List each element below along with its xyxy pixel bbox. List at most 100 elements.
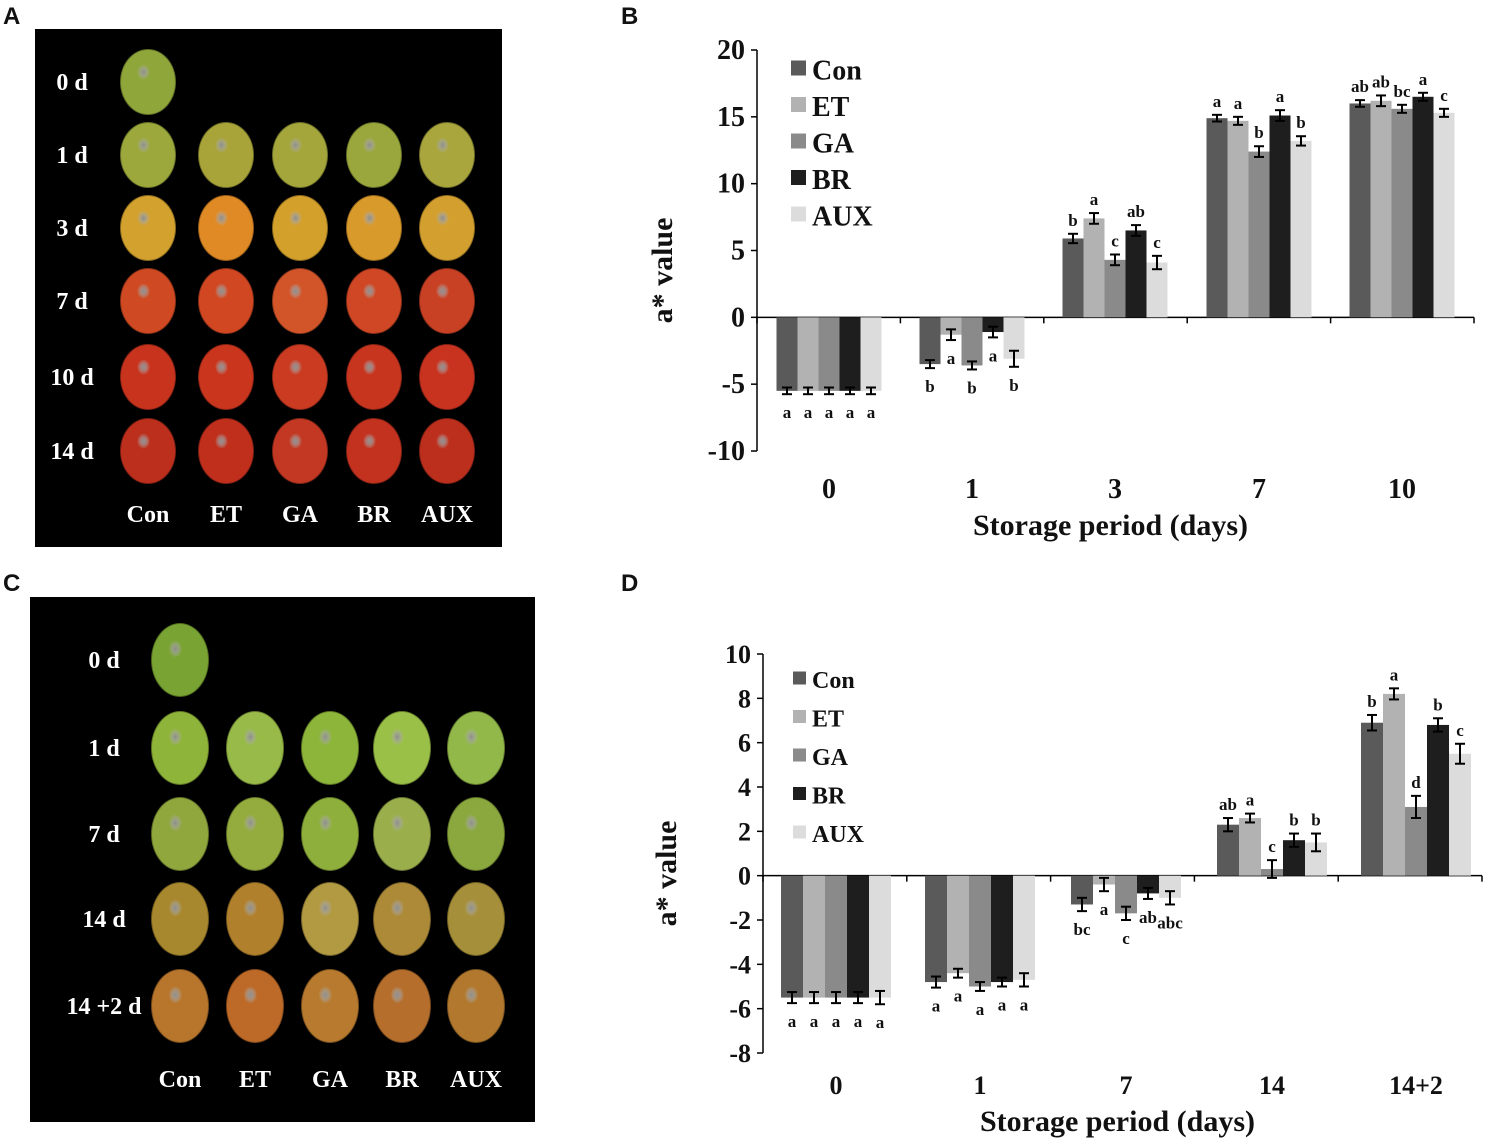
chart-d-bar-ga: [969, 875, 991, 987]
photo-a-row-label: 7 d: [56, 289, 88, 315]
photo-a-row-label: 10 d: [50, 365, 94, 391]
chart-b-significance-label: b: [1254, 123, 1263, 142]
photo-c-row-label: 14 +2 d: [66, 994, 142, 1020]
chart-b-bar-ga: [961, 317, 983, 366]
chart-b-legend-label: Con: [812, 55, 862, 86]
chart-d-bar-aux: [1305, 842, 1327, 876]
chart-d-bar-aux: [1013, 875, 1035, 980]
chart-b-significance-label: c: [1153, 233, 1161, 252]
panel-letter-c: C: [3, 570, 21, 597]
chart-d-legend-label: ET: [812, 707, 844, 733]
photo-a-fruit: [419, 195, 475, 261]
photo-a-fruit-outline: [197, 417, 255, 485]
chart-b-bar-aux: [1146, 262, 1168, 318]
chart-d-significance-label: a: [954, 987, 963, 1006]
chart-d-y-tick-label: 6: [738, 729, 751, 758]
chart-d-bar-ga: [1115, 875, 1137, 914]
chart-d-bar-et: [1383, 693, 1405, 876]
chart-b-bar-aux: [1003, 317, 1025, 359]
photo-a-fruit: [198, 344, 254, 410]
chart-b-y-tick-label: -5: [722, 369, 745, 400]
photo-a-fruit-outline: [271, 343, 329, 411]
photo-a-fruit: [419, 268, 475, 334]
chart-d-bar-con: [781, 875, 803, 998]
chart-d-significance-label: a: [976, 1000, 985, 1019]
chart-d-x-tick-label: 14+2: [1389, 1071, 1443, 1100]
photo-c-fruit-outline: [372, 796, 432, 872]
chart-d-significance-label: ab: [1219, 795, 1237, 814]
chart-b-bar-aux: [1290, 140, 1312, 318]
photo-a-fruit-outline: [418, 343, 476, 411]
photo-a-fruit-outline: [119, 121, 177, 189]
chart-d-y-tick-label: 2: [738, 817, 751, 846]
photo-c-fruit: [151, 882, 209, 956]
chart-d-bar-et: [1239, 818, 1261, 876]
chart-b-y-tick-label: -10: [708, 436, 745, 467]
photo-c-fruit: [373, 711, 431, 785]
chart-d-y-axis-label: a* value: [650, 821, 683, 927]
chart-b-legend-swatch: [791, 97, 806, 112]
chart-b-bar-ga: [818, 317, 840, 391]
chart-b-bar-br: [1269, 115, 1291, 318]
chart-b-significance-label: b: [1068, 211, 1077, 230]
chart-b-y-tick-label: 5: [731, 236, 745, 267]
photo-a-fruit-outline: [345, 417, 403, 485]
photo-c-fruit: [151, 969, 209, 1043]
photo-c-fruit: [226, 711, 284, 785]
chart-b-y-axis-label: a* value: [646, 218, 679, 324]
chart-b-bar-br: [839, 317, 861, 391]
photo-a-row-label: 14 d: [50, 439, 94, 465]
chart-b-bar-con: [1062, 238, 1084, 318]
photo-c-fruit-outline: [300, 710, 360, 786]
chart-b-significance-label: a: [846, 403, 855, 422]
chart-b-x-tick-label: 0: [822, 474, 836, 505]
photo-c-fruit-outline: [372, 968, 432, 1044]
chart-d-significance-label: d: [1411, 773, 1421, 792]
photo-c-col-label: ET: [239, 1067, 271, 1093]
chart-b-significance-label: ab: [1127, 202, 1145, 221]
chart-b-significance-label: b: [967, 378, 976, 397]
photo-c-fruit: [373, 969, 431, 1043]
chart-d-x-tick-label: 7: [1120, 1071, 1133, 1100]
photo-a-fruit-outline: [271, 417, 329, 485]
photo-c-fruit-outline: [300, 968, 360, 1044]
photo-c-col-label: GA: [312, 1067, 349, 1093]
chart-d-significance-label: c: [1456, 721, 1464, 740]
chart-b-significance-label: a: [867, 403, 876, 422]
chart-b-significance-label: a: [804, 403, 813, 422]
chart-b-legend-swatch: [791, 170, 806, 185]
chart-b-significance-label: a: [1213, 92, 1222, 111]
chart-b-significance-label: a: [1234, 94, 1243, 113]
photo-a-fruit: [346, 418, 402, 484]
photo-a-col-label: Con: [127, 502, 170, 528]
photo-a-fruit-outline: [271, 267, 329, 335]
chart-b-bar-con: [776, 317, 798, 391]
chart-b-x-tick-label: 10: [1388, 474, 1416, 505]
photo-c-fruit-outline: [150, 622, 210, 698]
chart-b-bar-ga: [1248, 151, 1270, 318]
chart-d-bar-con: [925, 875, 947, 983]
photo-a-fruit: [198, 268, 254, 334]
chart-b-x-tick-label: 7: [1252, 474, 1266, 505]
photo-a-fruit-outline: [119, 417, 177, 485]
photo-c-fruit: [301, 711, 359, 785]
photo-a-fruit-outline: [197, 343, 255, 411]
photo-a-fruit: [272, 418, 328, 484]
photo-c-fruit-outline: [225, 796, 285, 872]
photo-a-fruit-outline: [119, 48, 177, 116]
photo-c-fruit-outline: [372, 710, 432, 786]
photo-a-col-label: AUX: [421, 502, 474, 528]
chart-d-significance-label: a: [832, 1012, 841, 1031]
chart-d-significance-label: b: [1289, 811, 1298, 830]
photo-a-fruit-outline: [119, 267, 177, 335]
photo-a-fruit: [346, 195, 402, 261]
photo-a-fruit-outline: [345, 121, 403, 189]
chart-b-x-tick-label: 1: [965, 474, 979, 505]
photo-c-row-label: 0 d: [88, 648, 120, 674]
photo-a-fruit: [198, 418, 254, 484]
chart-d-y-tick-label: -6: [729, 995, 751, 1024]
photo-c-fruit-outline: [300, 796, 360, 872]
chart-d-bar-con: [1361, 722, 1383, 876]
chart-b-legend-label: ET: [812, 92, 850, 123]
chart-b-bar-con: [919, 317, 941, 365]
